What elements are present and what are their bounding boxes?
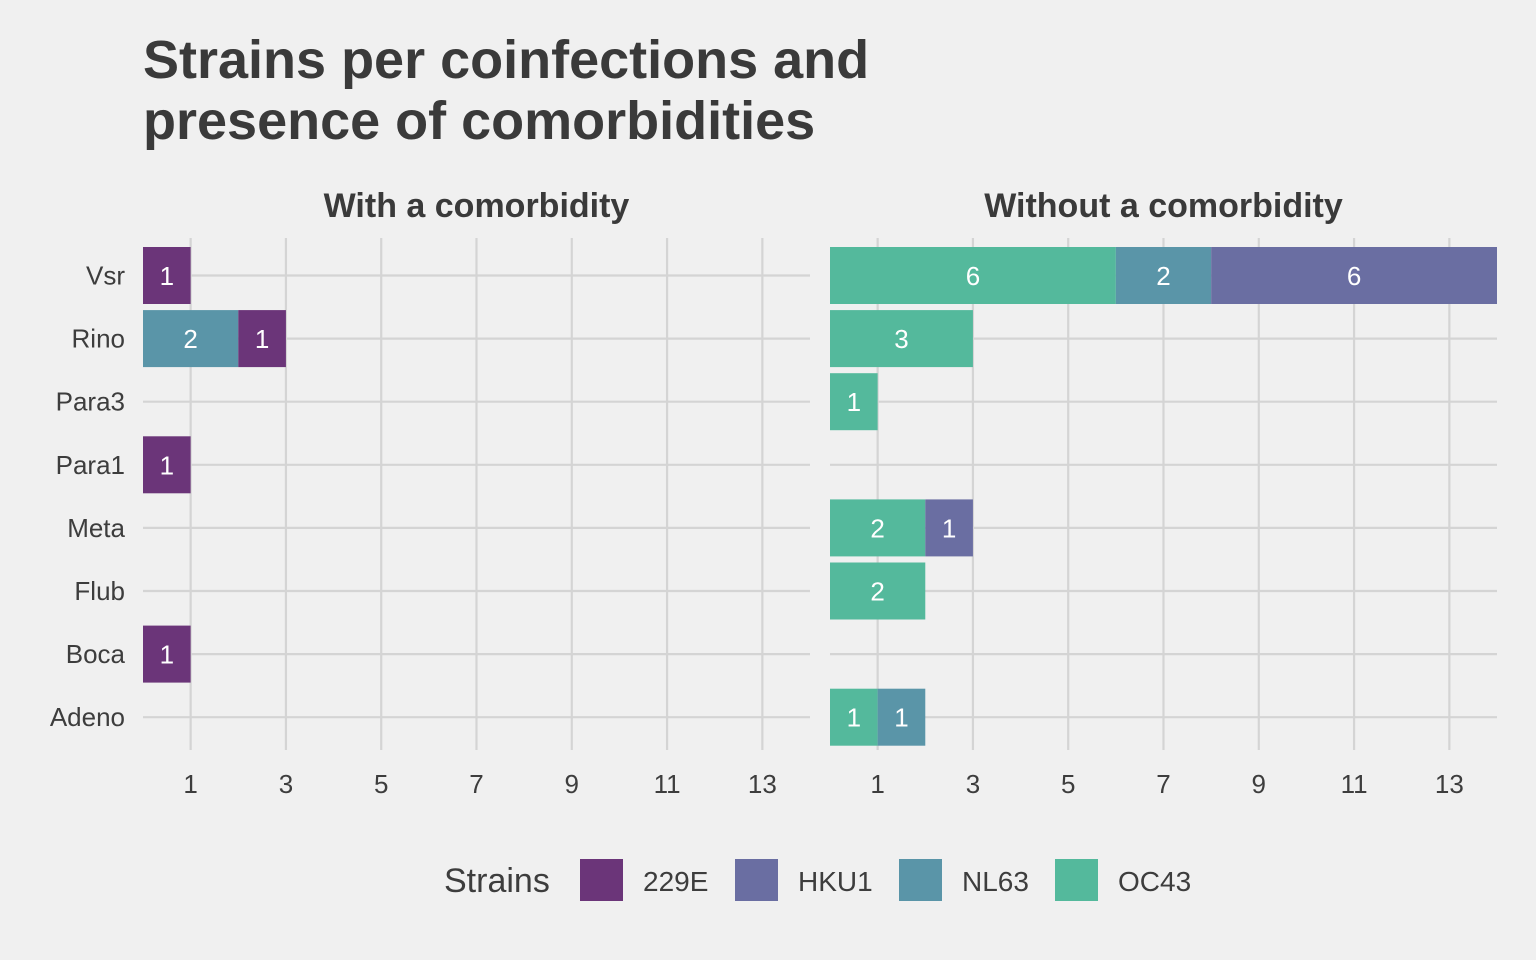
legend: Strains 229E HKU1 NL63 OC43 [444,859,1191,901]
x-tick-label: 3 [966,769,980,799]
y-category-label: Para1 [56,450,125,480]
legend-swatch [735,859,778,901]
x-tick-label: 13 [1435,769,1464,799]
bar-segment-oc43 [830,247,1116,304]
legend-label: NL63 [962,866,1029,897]
bar-value-label: 1 [894,703,908,733]
legend-item: OC43 [1055,859,1191,901]
legend-item: HKU1 [735,859,873,901]
x-tick-label: 5 [1061,769,1075,799]
bar-value-label: 2 [870,513,884,543]
x-tick-label: 9 [1252,769,1266,799]
bar-value-label: 1 [160,640,174,670]
bar-segment-hku1 [925,499,973,557]
bar-value-label: 1 [942,513,956,543]
legend-item: NL63 [899,859,1029,901]
y-category-label: Para3 [56,387,125,417]
bar-segment-nl63 [143,310,239,368]
bar-segment-229e [143,436,191,494]
bar-segment-oc43 [830,310,973,368]
bar-segment-nl63 [1115,247,1212,304]
x-tick-label: 7 [1156,769,1170,799]
legend-swatch [580,859,623,901]
x-tick-label: 1 [183,769,197,799]
legend-label: OC43 [1118,866,1191,897]
bar-segment-nl63 [877,688,926,746]
bar-segment-oc43 [830,499,926,557]
legend-swatch [1055,859,1098,901]
x-tick-label: 3 [279,769,293,799]
chart-title-line-2: presence of comorbidities [143,91,815,151]
chart-title-line-1: Strains per coinfections and [143,30,869,90]
legend-swatch [899,859,942,901]
facet-panel-title: Without a comorbidity [984,187,1343,225]
bar-segment-229e [238,310,286,368]
x-tick-label: 11 [654,769,681,799]
x-tick-label: 7 [469,769,483,799]
bar-value-label: 2 [870,577,884,607]
y-category-label: Rino [72,324,125,354]
bar-value-label: 2 [1156,261,1170,291]
bar-segment-hku1 [1211,247,1497,304]
legend-title: Strains [444,862,550,900]
bar-value-label: 3 [894,324,908,354]
bar-segment-oc43 [830,688,878,746]
legend-item: 229E [580,859,708,901]
x-tick-label: 11 [1341,769,1368,799]
x-tick-label: 5 [374,769,388,799]
bar-value-label: 1 [847,387,861,417]
bar-value-label: 1 [847,703,861,733]
y-category-label: Adeno [50,702,125,732]
y-category-label: Meta [67,513,125,543]
bar-value-label: 1 [160,450,174,480]
bar-segment-229e [143,625,191,683]
facet-panel-title: With a comorbidity [324,187,630,225]
bar-value-label: 2 [183,324,197,354]
x-tick-label: 13 [748,769,777,799]
y-category-label: Flub [74,576,125,606]
x-tick-label: 9 [565,769,579,799]
bar-value-label: 1 [255,324,269,354]
y-category-label: Boca [66,639,126,669]
legend-label: 229E [643,866,708,897]
bar-value-label: 6 [966,261,980,291]
y-axis-category-labels: Vsr Rino Para3 Para1 Meta Flub Boca Adeno [50,261,126,733]
x-tick-label: 1 [870,769,884,799]
bar-value-label: 6 [1347,261,1361,291]
bar-segment-oc43 [830,373,878,431]
y-category-label: Vsr [86,261,125,291]
bar-segment-229e [143,247,191,304]
legend-label: HKU1 [798,866,873,897]
chart-title: Strains per coinfections and presence of… [143,30,869,151]
bar-value-label: 1 [160,261,174,291]
bar-segment-oc43 [830,562,926,620]
